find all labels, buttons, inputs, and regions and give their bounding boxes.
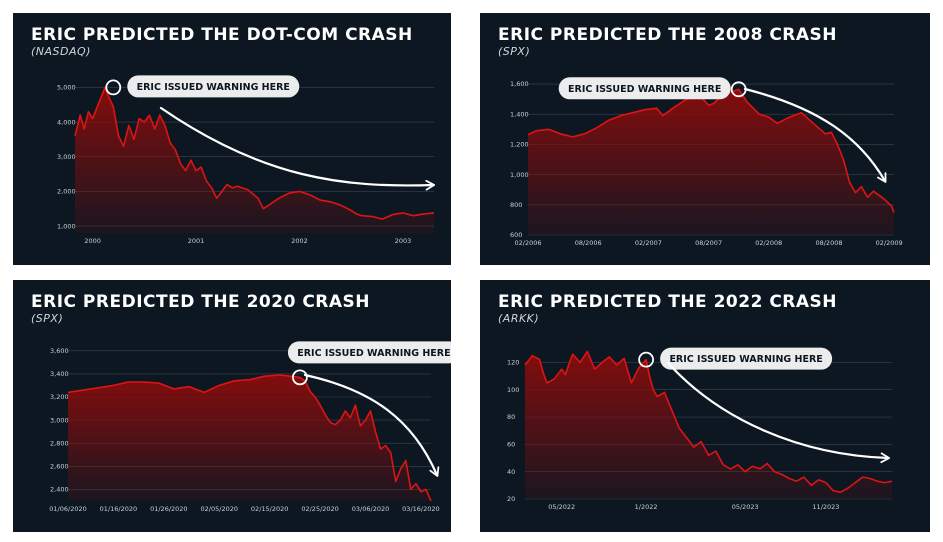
x-tick-label: 02/15/2020 — [251, 505, 288, 513]
y-tick-label: 3,000 — [57, 153, 76, 161]
y-tick-label: 2,000 — [57, 188, 76, 196]
warning-callout: ERIC ISSUED WARNING HERE — [287, 341, 451, 364]
x-tick-label: 11/2023 — [812, 503, 839, 511]
warning-callout: ERIC ISSUED WARNING HERE — [127, 75, 300, 98]
callout-bubble — [127, 75, 300, 98]
x-tick-label: 08/2008 — [815, 239, 842, 247]
callout-bubble — [287, 341, 451, 364]
series-line — [527, 88, 895, 213]
chart-svg: 2,400 2,600 2,800 3,000 3,200 3,400 3,600 01/06… — [49, 341, 451, 513]
y-tick-label: 100 — [507, 386, 519, 394]
y-tick-label: 800 — [510, 201, 522, 209]
trend-arrow — [303, 373, 440, 477]
warning-marker — [105, 79, 122, 96]
x-tick-label: 02/2008 — [755, 239, 782, 247]
warning-callout: ERIC ISSUED WARNING HERE — [660, 347, 833, 370]
chart-svg: 1,000 2,000 3,000 4,000 5,000 2000 2001 2002 200… — [57, 75, 435, 245]
callout-bubble — [660, 347, 833, 370]
y-tick-label: 3,600 — [50, 347, 69, 355]
chart-panel-dotcom: ERIC PREDICTED THE DOT-COM CRASH (NASDAQ… — [13, 13, 451, 265]
x-tick-label: 05/2023 — [732, 503, 759, 511]
x-tick-label: 02/25/2020 — [301, 505, 338, 513]
series-area — [528, 89, 894, 235]
chart-panel-2020: ERIC PREDICTED THE 2020 CRASH (SPX) 2,40… — [13, 280, 451, 532]
y-tick-label: 120 — [507, 359, 519, 367]
y-tick-label: 80 — [507, 413, 515, 421]
y-tick-label: 3,400 — [50, 370, 69, 378]
series-area — [68, 375, 431, 501]
x-tick-label: 2002 — [291, 237, 308, 245]
series-line — [524, 350, 893, 493]
x-tick-label: 02/2007 — [635, 239, 662, 247]
y-tick-label: 60 — [507, 441, 515, 449]
x-tick-label: 02/2009 — [876, 239, 903, 247]
callout-label: ERIC ISSUED WARNING HERE — [137, 82, 290, 93]
y-tick-label: 1,200 — [510, 141, 529, 149]
series-area — [75, 87, 434, 234]
y-tick-label: 3,000 — [50, 416, 69, 424]
series-line — [74, 86, 435, 220]
y-tick-label: 2,800 — [50, 439, 69, 447]
chart-title: ERIC PREDICTED THE 2022 CRASH — [498, 292, 838, 312]
x-tick-label: 01/16/2020 — [100, 505, 137, 513]
y-tick-label: 1,600 — [510, 80, 529, 88]
chart-panel-2022: ERIC PREDICTED THE 2022 CRASH (ARKK) 20 4… — [480, 280, 930, 532]
y-tick-label: 1,000 — [510, 171, 529, 179]
chart-svg: 600 800 1,000 1,200 1,400 1,600 02/2006 08/2006… — [510, 77, 903, 247]
chart-title: ERIC PREDICTED THE 2008 CRASH — [498, 25, 838, 45]
warning-marker — [292, 369, 308, 386]
y-tick-label: 600 — [510, 231, 522, 239]
callout-label: ERIC ISSUED WARNING HERE — [669, 354, 822, 365]
trend-arrow — [666, 361, 890, 464]
x-tick-label: 01/26/2020 — [150, 505, 187, 513]
chart-subtitle: (ARKK) — [498, 312, 540, 325]
y-tick-label: 40 — [507, 468, 515, 476]
x-tick-label: 08/2007 — [695, 239, 722, 247]
y-tick-label: 5,000 — [57, 84, 76, 92]
y-tick-label: 20 — [507, 495, 515, 503]
x-tick-label: 02/2006 — [514, 239, 541, 247]
chart-svg: 20 40 60 80 100 120 05/2022 1/2022 05/2023 11/202… — [507, 347, 893, 511]
x-tick-label: 2001 — [188, 237, 205, 245]
chart-title: ERIC PREDICTED THE 2020 CRASH — [31, 292, 371, 312]
callout-bubble — [558, 77, 731, 100]
y-tick-label: 2,600 — [50, 463, 69, 471]
x-tick-label: 03/16/2020 — [402, 505, 439, 513]
trend-arrow — [743, 87, 887, 183]
callout-label: ERIC ISSUED WARNING HERE — [568, 84, 721, 95]
trend-arrow — [159, 106, 435, 191]
series-area — [525, 351, 892, 499]
chart-panel-2008: ERIC PREDICTED THE 2008 CRASH (SPX) 600 8… — [480, 13, 930, 265]
y-tick-label: 2,400 — [50, 486, 69, 494]
x-tick-label: 05/2022 — [548, 503, 575, 511]
y-tick-label: 4,000 — [57, 118, 76, 126]
warning-callout: ERIC ISSUED WARNING HERE — [558, 77, 731, 100]
chart-title: ERIC PREDICTED THE DOT-COM CRASH — [31, 25, 413, 45]
callout-label: ERIC ISSUED WARNING HERE — [297, 348, 450, 359]
y-tick-label: 1,400 — [510, 110, 529, 118]
x-tick-label: 03/06/2020 — [352, 505, 389, 513]
x-tick-label: 2000 — [84, 237, 101, 245]
chart-subtitle: (SPX) — [498, 45, 531, 58]
x-tick-label: 08/2006 — [575, 239, 602, 247]
x-tick-label: 2003 — [395, 237, 412, 245]
x-tick-label: 02/05/2020 — [201, 505, 238, 513]
series-line — [67, 374, 432, 502]
y-tick-label: 1,000 — [57, 222, 76, 230]
y-tick-label: 3,200 — [50, 393, 69, 401]
x-tick-label: 01/06/2020 — [49, 505, 86, 513]
warning-marker — [638, 351, 655, 368]
chart-subtitle: (SPX) — [31, 312, 64, 325]
x-tick-label: 1/2022 — [635, 503, 658, 511]
chart-subtitle: (NASDAQ) — [31, 45, 91, 58]
